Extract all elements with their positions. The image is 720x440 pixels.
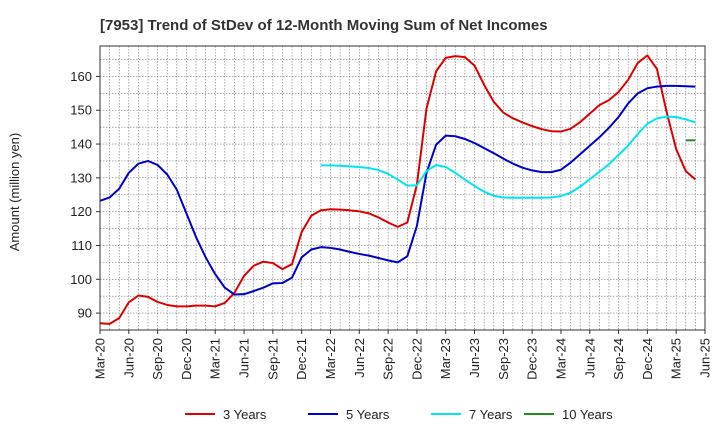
y-axis-label: Amount (million yen)	[7, 133, 22, 252]
x-tick-label: Dec-22	[409, 338, 424, 380]
y-tick-label: 100	[70, 272, 92, 287]
x-tick-label: Sep-24	[611, 338, 626, 380]
x-tick-label: Jun-24	[582, 338, 597, 378]
x-tick-label: Sep-23	[496, 338, 511, 380]
y-tick-label: 90	[78, 306, 92, 321]
y-tick-label: 130	[70, 170, 92, 185]
y-tick-label: 150	[70, 103, 92, 118]
x-tick-label: Mar-20	[93, 338, 108, 379]
legend-label-3-years: 3 Years	[223, 407, 267, 422]
series-line-5-years	[99, 84, 696, 296]
series-group	[99, 54, 697, 325]
legend-label-10-years: 10 Years	[562, 407, 613, 422]
x-tick-label: Jun-21	[237, 338, 252, 378]
x-tick-label: Mar-21	[208, 338, 223, 379]
y-tick-label: 120	[70, 204, 92, 219]
x-tick-label: Dec-20	[179, 338, 194, 380]
grid-lines	[100, 46, 705, 330]
x-tick-label: Mar-25	[669, 338, 684, 379]
x-tick-label: Jun-25	[698, 338, 713, 378]
x-tick-label: Mar-24	[553, 338, 568, 379]
x-tick-label: Jun-20	[121, 338, 136, 378]
y-tick-label: 110	[71, 238, 92, 253]
x-tick-label: Dec-24	[640, 338, 655, 380]
x-tick-label: Mar-23	[438, 338, 453, 379]
x-tick-label: Jun-22	[352, 338, 367, 378]
y-tick-label: 140	[70, 137, 92, 152]
x-tick-label: Dec-23	[525, 338, 540, 380]
y-axis-ticks: 90 100 110 120 130 140 150 160	[70, 69, 100, 321]
legend-label-7-years: 7 Years	[469, 407, 513, 422]
x-tick-label: Mar-22	[323, 338, 338, 379]
chart-title: [7953] Trend of StDev of 12-Month Moving…	[100, 17, 548, 34]
y-tick-label: 160	[70, 69, 92, 84]
plot-area-frame	[99, 45, 706, 331]
x-tick-label: Jun-23	[467, 338, 482, 378]
series-line-3-years	[99, 54, 697, 325]
legend-label-5-years: 5 Years	[346, 407, 390, 422]
x-tick-label: Sep-22	[381, 338, 396, 380]
legend: 3 Years 5 Years 7 Years 10 Years	[185, 407, 613, 422]
x-axis-ticks: Mar-20 Jun-20 Sep-20 Dec-20 Mar-21 Jun-21 Sep-…	[93, 330, 713, 380]
series-line-7-years	[320, 115, 696, 199]
x-tick-label: Dec-21	[294, 338, 309, 380]
x-tick-label: Sep-21	[265, 338, 280, 380]
x-tick-label: Sep-20	[150, 338, 165, 380]
